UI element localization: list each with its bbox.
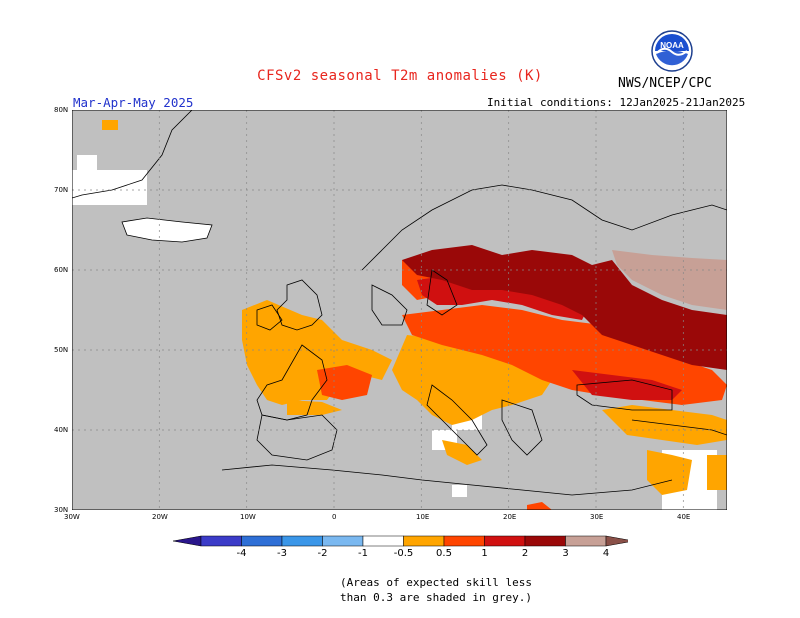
legend-label: -1: [358, 548, 368, 559]
lon-label-20e: 20E: [503, 513, 517, 521]
lon-label-30w: 30W: [64, 513, 80, 521]
north-africa-coast: [221, 464, 673, 496]
iceland-coast: [121, 217, 213, 243]
turkey-orange: [602, 405, 727, 445]
lon-label-20w: 20W: [152, 513, 168, 521]
legend-label: -3: [277, 548, 287, 559]
africa-red-orange: [527, 502, 552, 510]
norway-coast: [371, 284, 408, 326]
legend-label: 3: [562, 548, 569, 559]
russia-dark-red: [402, 245, 727, 370]
grid-lines: [72, 110, 727, 510]
africa-white: [452, 485, 467, 497]
legend-label: 4: [602, 548, 610, 559]
legend-bin-6: [403, 535, 445, 547]
greenland-orange: [102, 120, 118, 130]
legend-label: -2: [317, 548, 328, 559]
lat-label-80n: 80N: [54, 106, 69, 114]
northwest-russia-salmon: [612, 250, 727, 310]
color-legend: [173, 535, 628, 547]
legend-label: -0.5: [393, 548, 414, 559]
sweden-coast: [426, 269, 458, 316]
noaa-logo: NOAA: [651, 30, 693, 72]
lon-label-0: 0: [332, 513, 337, 521]
lat-label-40n: 40N: [54, 426, 69, 434]
legend-bin-1: [200, 535, 242, 547]
anomaly-dark-red: [402, 245, 727, 370]
arabia-orange: [707, 455, 727, 490]
france-uk-orange: [242, 300, 392, 405]
lat-label-60n: 60N: [54, 266, 69, 274]
turkey-coast: [631, 419, 727, 436]
legend-bin-2: [241, 535, 283, 547]
footnote-line-1: (Areas of expected skill less: [339, 576, 533, 589]
legend-bin-7: [443, 535, 485, 547]
legend-label: 0.5: [436, 548, 452, 559]
legend-label: 2: [521, 548, 529, 559]
forecast-period: Mar-Apr-May 2025: [73, 95, 194, 110]
black-sea-coast: [576, 379, 673, 411]
legend-bin-4: [322, 535, 364, 547]
legend-bin-8: [484, 535, 526, 547]
spain-north-orange: [287, 400, 342, 415]
anomaly-salmon: [612, 250, 727, 310]
chart-title: CFSv2 seasonal T2m anomalies (K): [257, 68, 543, 84]
footnote-line-2: than 0.3 are shaded in grey.): [339, 591, 533, 604]
legend-bin-3: [281, 535, 323, 547]
legend-bin-5: [362, 535, 404, 547]
initial-conditions: Initial conditions: 12Jan2025-21Jan2025: [487, 96, 746, 109]
lon-label-40e: 40E: [677, 513, 691, 521]
lon-label-10e: 10E: [416, 513, 430, 521]
agency-label: NWS/NCEP/CPC: [618, 76, 712, 91]
balkans-coast: [501, 399, 543, 456]
lat-label-50n: 50N: [54, 346, 69, 354]
legend-bin-right-arrow: [605, 535, 628, 547]
italy-south-orange: [442, 440, 482, 465]
lon-label-10w: 10W: [240, 513, 256, 521]
iceland-area: [122, 218, 212, 242]
logo-text: NOAA: [660, 41, 684, 50]
greenland-area-north: [77, 155, 97, 170]
greenland-area: [72, 170, 147, 205]
ireland-coast: [256, 304, 283, 331]
scandinavia-north-coast: [361, 184, 727, 271]
iberia-coast: [256, 414, 338, 461]
legend-label: -4: [236, 548, 247, 559]
lat-label-30n: 30N: [54, 506, 69, 514]
france-south-red-orange: [317, 365, 372, 400]
legend-bin-9: [524, 535, 566, 547]
italy-coast: [426, 384, 488, 456]
legend-bin-10: [565, 535, 607, 547]
ukraine-red: [572, 370, 682, 400]
greenland-coast: [72, 110, 193, 199]
legend-bin-left-arrow: [173, 535, 202, 547]
lat-label-70n: 70N: [54, 186, 69, 194]
coastlines: [72, 110, 727, 496]
anomaly-map: [72, 110, 727, 510]
legend-label: 1: [481, 548, 488, 559]
britain-coast: [276, 279, 323, 331]
lon-label-30e: 30E: [590, 513, 604, 521]
